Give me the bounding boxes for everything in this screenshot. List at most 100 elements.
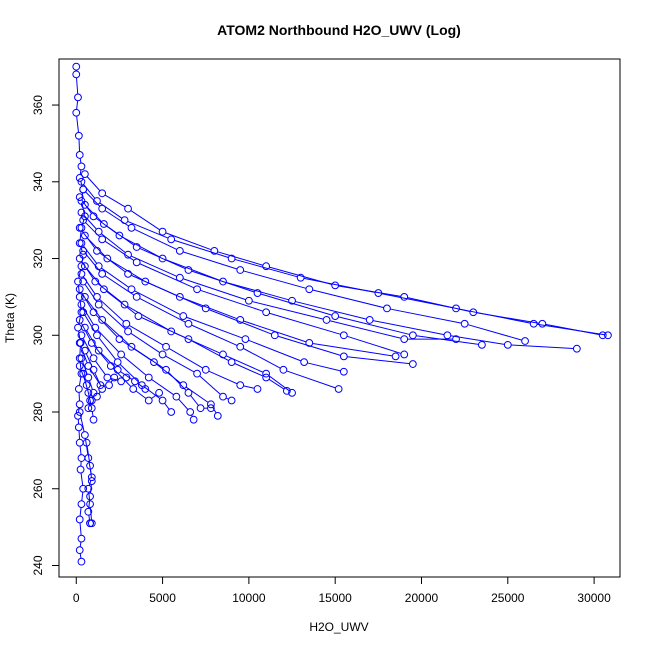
y-tick-label: 240 [31, 555, 45, 575]
series-segment [200, 289, 264, 312]
data-point [74, 93, 82, 102]
series-segment [248, 339, 302, 362]
data-point [262, 308, 271, 317]
data-point [98, 385, 107, 393]
data-point [288, 296, 296, 305]
data-point [79, 246, 88, 255]
data-point [84, 388, 93, 397]
data-point [84, 404, 93, 413]
data-point [210, 246, 219, 255]
data-point [84, 484, 93, 493]
data-point [77, 534, 86, 543]
series-segment [88, 499, 91, 509]
data-point [84, 507, 93, 516]
data-point [374, 289, 383, 297]
series-segment [84, 284, 98, 303]
data-point [129, 385, 138, 393]
data-point [193, 369, 201, 378]
data-point [227, 358, 236, 367]
data-point [77, 354, 86, 363]
series-segment [151, 394, 157, 399]
data-point [103, 254, 112, 263]
data-point [93, 331, 101, 340]
series-segment [390, 308, 462, 324]
data-point [82, 381, 91, 390]
series-segment [79, 415, 85, 432]
series-segment [122, 236, 160, 258]
data-point [84, 373, 93, 382]
data-point [244, 296, 253, 305]
series-segment [100, 352, 116, 368]
data-point [604, 331, 612, 340]
series-segment [104, 240, 135, 261]
data-point [80, 170, 89, 179]
data-series [77, 239, 348, 376]
series-segment [137, 382, 143, 388]
data-point [201, 304, 210, 313]
data-point [172, 392, 181, 401]
data-series [75, 339, 119, 390]
series-segment [168, 348, 204, 369]
data-point [120, 300, 129, 309]
data-point [339, 331, 348, 340]
data-point [93, 197, 101, 205]
data-point [98, 235, 107, 244]
data-point [80, 346, 89, 355]
series-segment [139, 263, 195, 289]
series-segment [86, 445, 91, 463]
x-tick-label: 10000 [232, 591, 266, 605]
series-segment [80, 472, 84, 486]
data-point [72, 62, 81, 71]
series-segment [129, 325, 164, 346]
data-point [219, 392, 227, 401]
data-point [77, 269, 86, 278]
series-segment [100, 306, 126, 330]
data-series [79, 308, 176, 416]
y-tick-label: 320 [31, 248, 45, 268]
x-axis: 0 5000 10000 15000 20000 25000 30000 [73, 576, 611, 605]
data-point [227, 396, 236, 405]
data-point [79, 185, 88, 194]
data-point [270, 331, 279, 340]
data-series [80, 292, 215, 413]
series-segment [144, 386, 161, 399]
series-segment [127, 220, 169, 239]
data-point [79, 369, 88, 378]
data-point [113, 365, 122, 374]
data-point [77, 208, 86, 217]
data-point [132, 258, 141, 267]
data-point [167, 408, 176, 416]
data-point [213, 411, 222, 420]
data-point [75, 174, 84, 182]
series-segment [130, 210, 161, 231]
series-segment [112, 368, 132, 387]
data-point [89, 415, 98, 424]
y-axis: 240 260 280 300 320 340 360 [31, 95, 60, 576]
data-point [262, 262, 271, 271]
data-point [110, 373, 119, 382]
data-point [105, 381, 113, 390]
data-point [72, 108, 81, 117]
data-point [241, 335, 250, 344]
data-point [521, 337, 529, 345]
data-point [75, 546, 84, 555]
y-tick-label: 340 [31, 171, 45, 191]
data-point [572, 344, 581, 353]
data-point [236, 381, 245, 390]
y-tick-label: 300 [31, 325, 45, 345]
series-segment [78, 139, 81, 152]
data-point [77, 500, 86, 508]
y-axis-label: Theta (K) [3, 293, 17, 343]
data-point [122, 319, 131, 328]
series-segment [416, 335, 479, 345]
series-segment [329, 320, 402, 339]
series-segment [106, 225, 135, 246]
data-point [201, 365, 210, 374]
data-point [196, 404, 205, 413]
series-segment [104, 210, 129, 227]
series-segment [78, 376, 82, 386]
data-point [74, 277, 82, 286]
series-segment [79, 553, 82, 559]
series-segment [106, 290, 137, 315]
